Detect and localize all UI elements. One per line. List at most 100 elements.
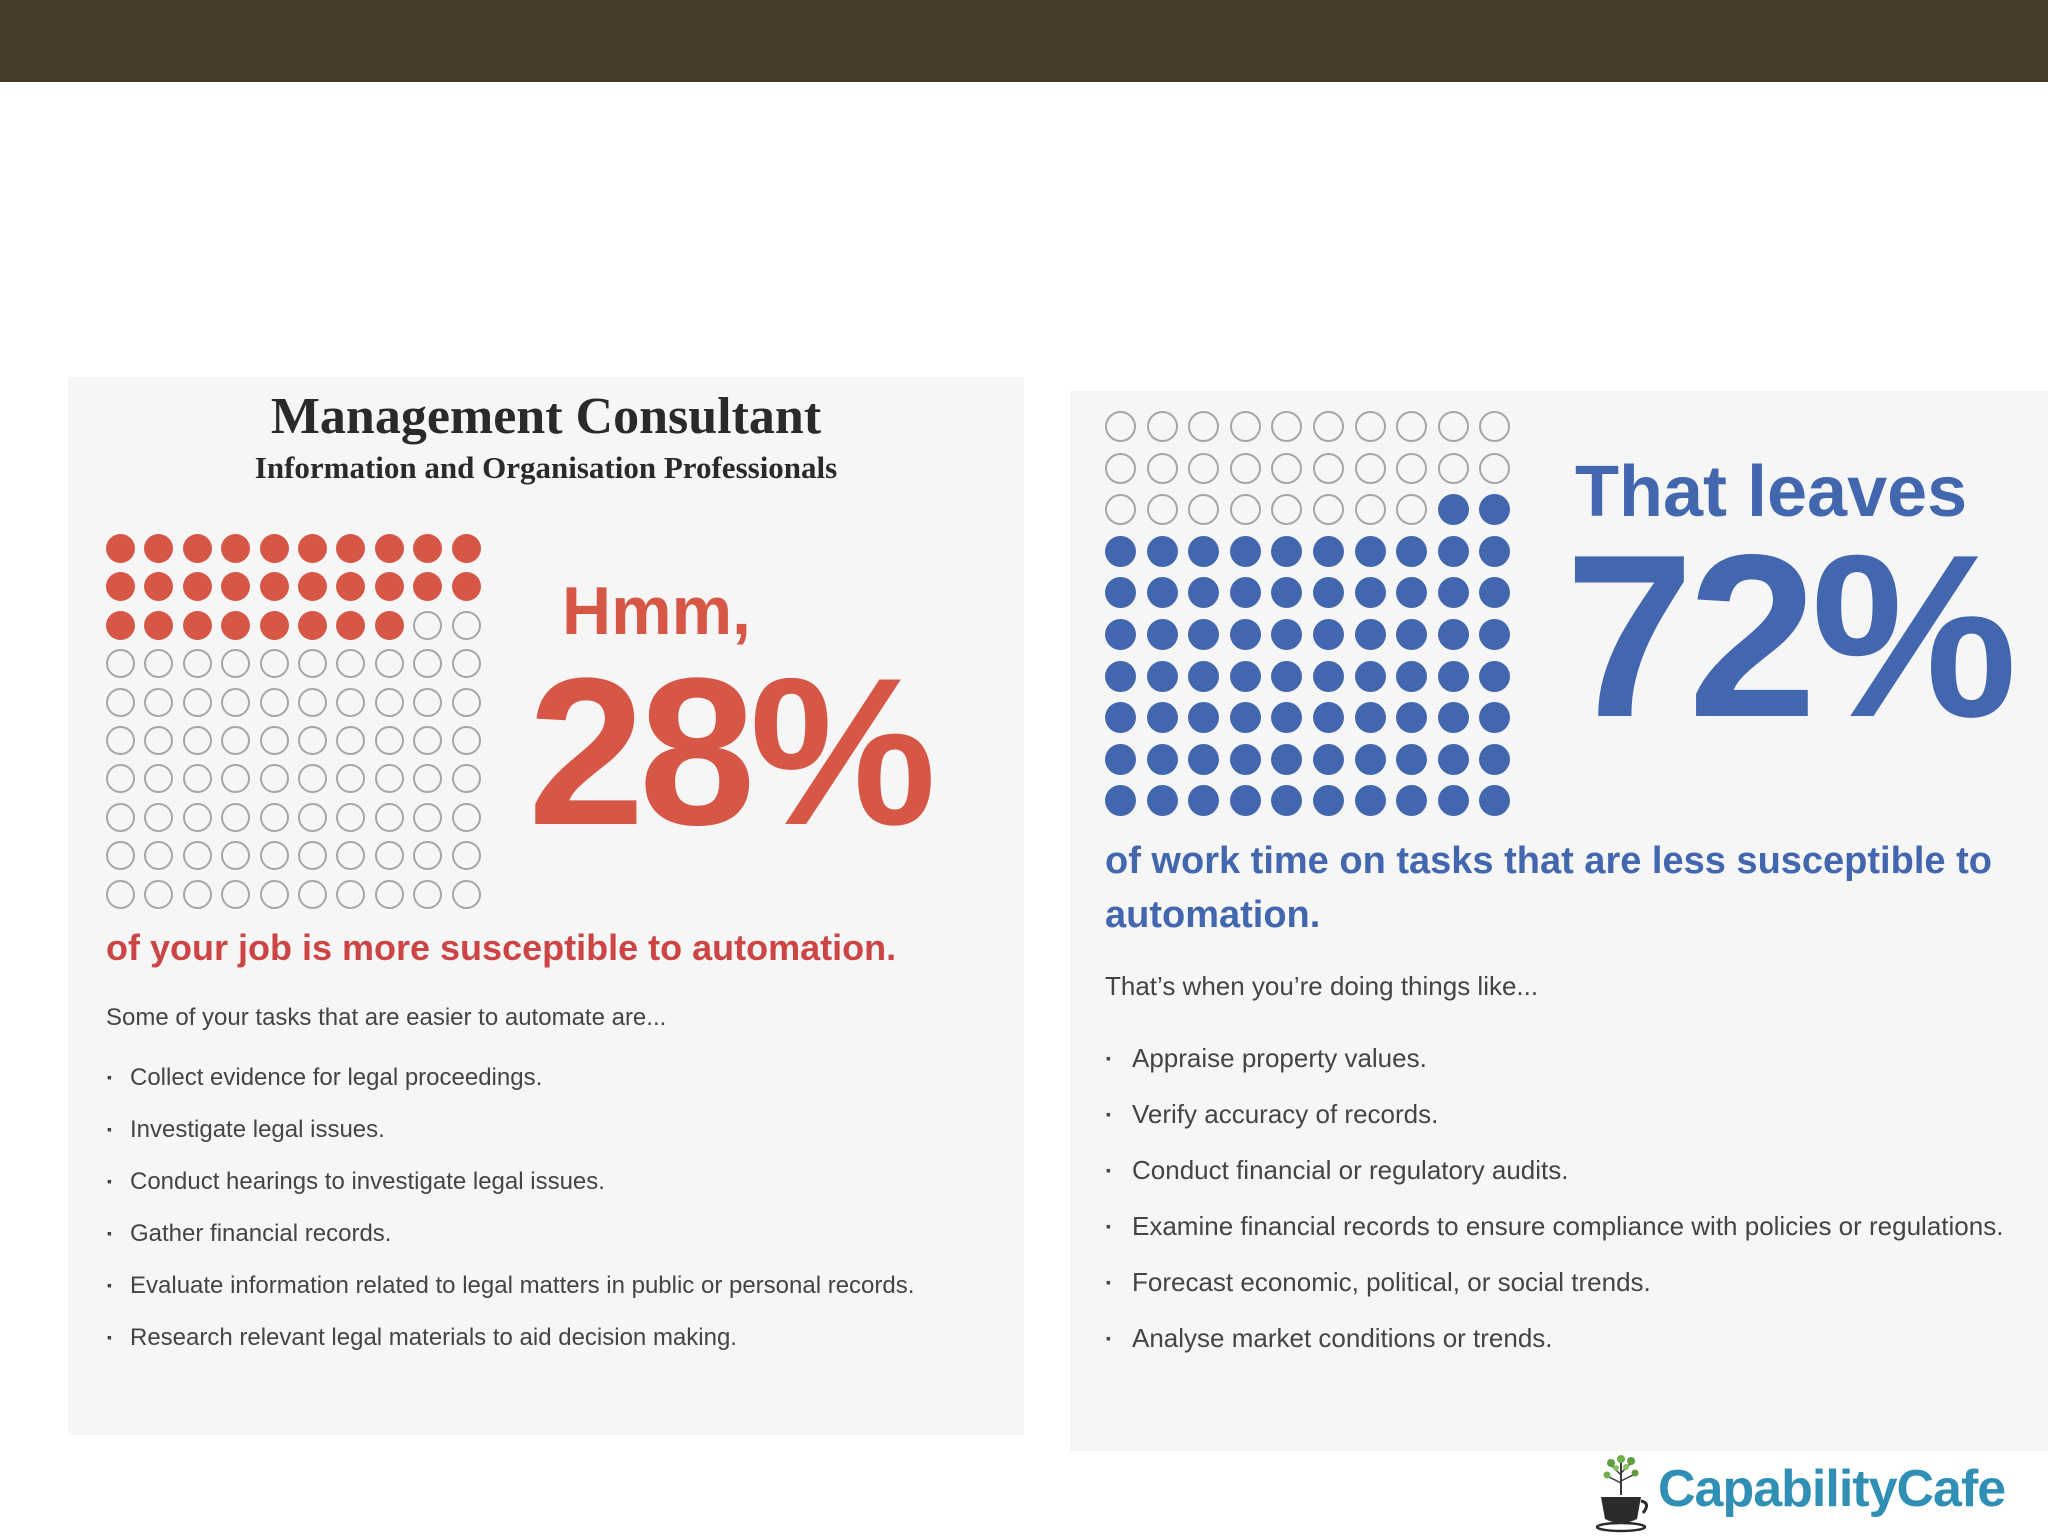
filled-dot bbox=[1146, 577, 1178, 609]
coffee-cup-tree-icon bbox=[1595, 1455, 1648, 1533]
filled-dot bbox=[1146, 743, 1178, 775]
waffle-chart-automatable bbox=[106, 534, 490, 918]
list-item: ▪ Examine financial records to ensure com… bbox=[1105, 1204, 2025, 1249]
empty-dot bbox=[374, 687, 404, 717]
filled-dot bbox=[336, 610, 366, 640]
empty-dot bbox=[1188, 494, 1220, 526]
empty-dot bbox=[336, 649, 366, 679]
bullet-icon: ▪ bbox=[1106, 1218, 1111, 1234]
empty-dot bbox=[221, 649, 251, 679]
empty-dot bbox=[1229, 494, 1261, 526]
filled-dot bbox=[1396, 743, 1428, 775]
logo-text: CapabilityCafe bbox=[1658, 1460, 2006, 1518]
empty-dot bbox=[336, 725, 366, 755]
filled-dot bbox=[1105, 785, 1136, 817]
empty-dot bbox=[144, 764, 174, 794]
filled-dot bbox=[182, 534, 212, 563]
empty-dot bbox=[297, 841, 327, 871]
list-item: ▪ Investigate legal issues. bbox=[106, 1109, 986, 1150]
filled-dot bbox=[1146, 660, 1178, 692]
empty-dot bbox=[221, 725, 251, 755]
that-leaves-label: That leaves bbox=[1575, 452, 1968, 532]
filled-dot bbox=[1354, 743, 1386, 775]
bullet-icon: ▪ bbox=[107, 1225, 112, 1241]
filled-dot bbox=[1229, 660, 1261, 692]
filled-dot bbox=[1354, 618, 1386, 650]
empty-dot bbox=[1354, 494, 1386, 526]
filled-dot bbox=[144, 610, 174, 640]
empty-dot bbox=[1437, 452, 1469, 484]
task-text: Evaluate information related to legal ma… bbox=[130, 1272, 915, 1299]
filled-dot bbox=[1105, 577, 1136, 609]
empty-dot bbox=[297, 649, 327, 679]
empty-dot bbox=[1396, 494, 1428, 526]
empty-dot bbox=[374, 725, 404, 755]
filled-dot bbox=[1396, 702, 1428, 734]
filled-dot bbox=[297, 572, 327, 602]
filled-dot bbox=[336, 534, 366, 563]
empty-dot bbox=[1312, 494, 1344, 526]
empty-dot bbox=[259, 725, 289, 755]
list-item: ▪ Forecast economic, political, or social… bbox=[1105, 1260, 2025, 1305]
empty-dot bbox=[1105, 494, 1136, 526]
list-item: ▪ Research relevant legal materials to ai… bbox=[106, 1317, 986, 1358]
filled-dot bbox=[144, 572, 174, 602]
empty-dot bbox=[182, 841, 212, 871]
empty-dot bbox=[144, 841, 174, 871]
list-item: ▪ Verify accuracy of records. bbox=[1105, 1092, 2025, 1137]
filled-dot bbox=[336, 572, 366, 602]
filled-dot bbox=[221, 534, 251, 563]
bullet-icon: ▪ bbox=[1106, 1274, 1111, 1290]
filled-dot bbox=[1105, 702, 1136, 734]
empty-dot bbox=[144, 725, 174, 755]
bullet-icon: ▪ bbox=[1106, 1162, 1111, 1178]
empty-dot bbox=[374, 649, 404, 679]
filled-dot bbox=[451, 534, 481, 563]
non-automatable-task-list: ▪ Appraise property values. ▪ Verify accur… bbox=[1105, 1036, 2025, 1372]
task-text: Conduct hearings to investigate legal is… bbox=[130, 1168, 605, 1195]
empty-dot bbox=[451, 610, 481, 640]
non-automatable-percent: 72% bbox=[1565, 507, 2017, 766]
task-text: Gather financial records. bbox=[130, 1220, 392, 1247]
empty-dot bbox=[413, 841, 443, 871]
filled-dot bbox=[1271, 577, 1303, 609]
empty-dot bbox=[1188, 452, 1220, 484]
filled-dot bbox=[1437, 577, 1469, 609]
empty-dot bbox=[1396, 411, 1428, 442]
filled-dot bbox=[144, 534, 174, 563]
empty-dot bbox=[1188, 411, 1220, 442]
empty-dot bbox=[182, 725, 212, 755]
filled-dot bbox=[1271, 660, 1303, 692]
empty-dot bbox=[259, 802, 289, 832]
filled-dot bbox=[1479, 577, 1511, 609]
filled-dot bbox=[374, 572, 404, 602]
filled-dot bbox=[221, 572, 251, 602]
filled-dot bbox=[1479, 743, 1511, 775]
empty-dot bbox=[1271, 452, 1303, 484]
empty-dot bbox=[182, 802, 212, 832]
filled-dot bbox=[1271, 702, 1303, 734]
filled-dot bbox=[1437, 702, 1469, 734]
empty-dot bbox=[182, 879, 212, 909]
empty-dot bbox=[413, 725, 443, 755]
empty-dot bbox=[374, 764, 404, 794]
filled-dot bbox=[1146, 535, 1178, 567]
empty-dot bbox=[1312, 411, 1344, 442]
empty-dot bbox=[1105, 411, 1136, 442]
empty-dot bbox=[413, 879, 443, 909]
bullet-icon: ▪ bbox=[107, 1329, 112, 1345]
filled-dot bbox=[1354, 535, 1386, 567]
filled-dot bbox=[106, 610, 135, 640]
empty-dot bbox=[1354, 452, 1386, 484]
filled-dot bbox=[1105, 660, 1136, 692]
empty-dot bbox=[1271, 494, 1303, 526]
task-text: Forecast economic, political, or social … bbox=[1132, 1267, 1651, 1297]
filled-dot bbox=[451, 572, 481, 602]
capability-cafe-logo: CapabilityCafe bbox=[1593, 1453, 2048, 1533]
empty-dot bbox=[336, 802, 366, 832]
empty-dot bbox=[1396, 452, 1428, 484]
empty-dot bbox=[374, 802, 404, 832]
empty-dot bbox=[259, 649, 289, 679]
task-text: Analyse market conditions or trends. bbox=[1132, 1323, 1553, 1353]
empty-dot bbox=[144, 879, 174, 909]
